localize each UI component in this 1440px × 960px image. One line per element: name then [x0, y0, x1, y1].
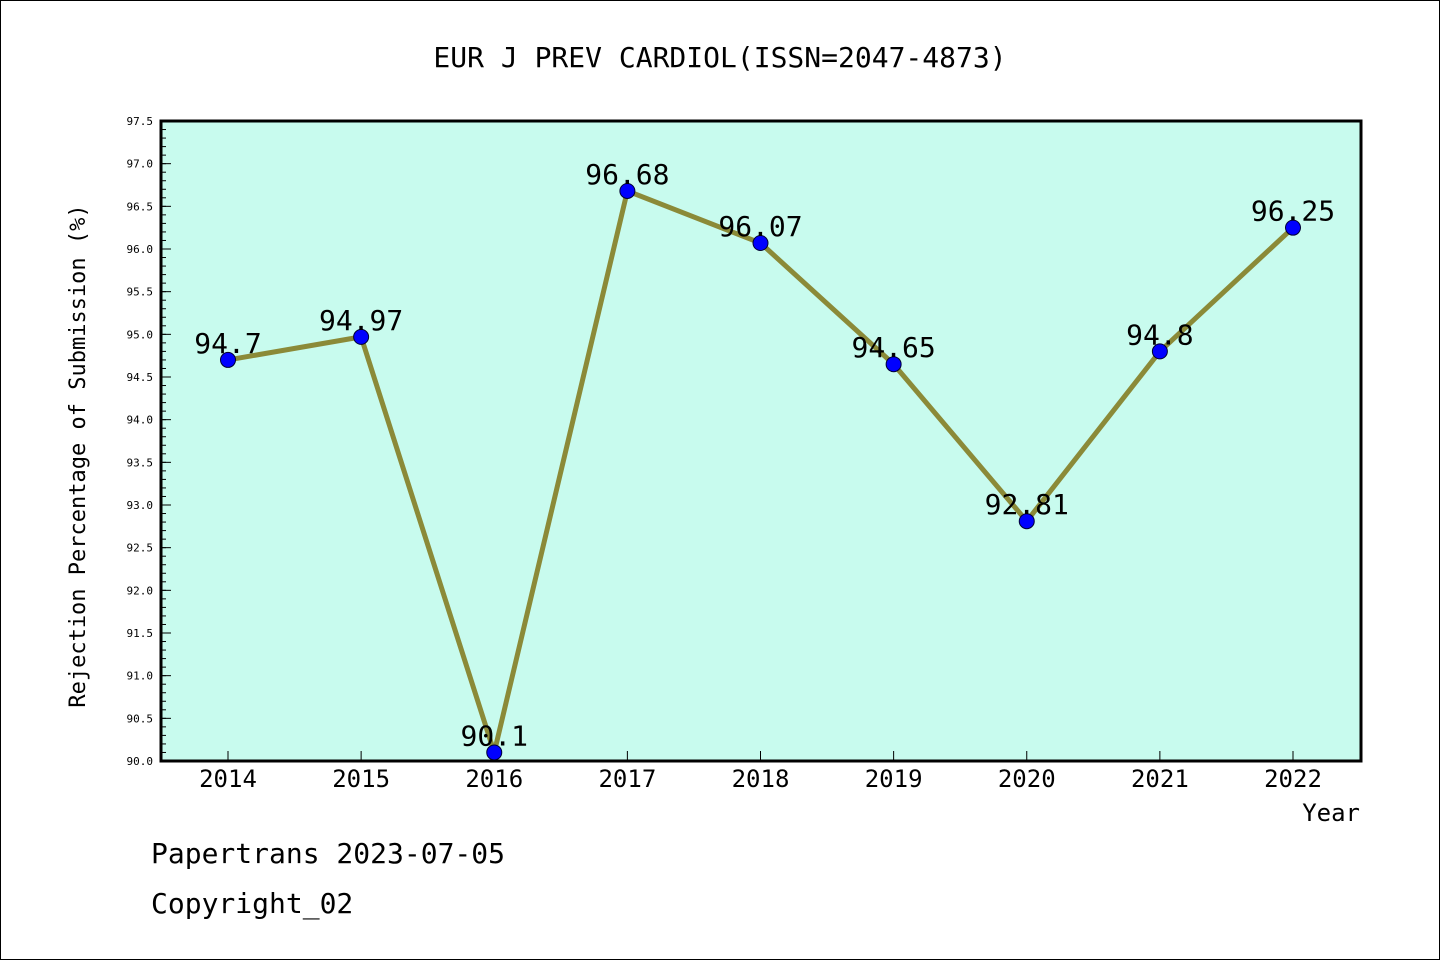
y-tick-label: 97.5 — [127, 115, 154, 128]
data-label: 92.81 — [985, 488, 1069, 521]
data-label: 94.7 — [194, 327, 261, 360]
plot-area — [161, 121, 1361, 761]
x-tick-label: 2014 — [199, 765, 257, 793]
footer-copyright-text: Copyright_02 — [151, 887, 354, 920]
x-tick-label: 2020 — [998, 765, 1056, 793]
x-tick-label: 2022 — [1264, 765, 1322, 793]
data-label: 96.07 — [718, 210, 802, 243]
data-label: 94.8 — [1126, 318, 1193, 351]
y-tick-label: 96.5 — [127, 200, 154, 213]
y-tick-label: 96.0 — [127, 243, 154, 256]
y-tick-label: 90.0 — [127, 755, 154, 768]
y-tick-label: 92.0 — [127, 584, 154, 597]
y-tick-label: 95.0 — [127, 328, 154, 341]
y-tick-label: 93.0 — [127, 499, 154, 512]
y-tick-label: 93.5 — [127, 456, 154, 469]
y-axis: 90.0 90.5 91.0 91.5 92.0 92.5 93.0 93.5 94.0 94.5… — [127, 115, 171, 768]
x-tick-label: 2015 — [332, 765, 390, 793]
data-point — [885, 356, 902, 373]
data-label: 96.25 — [1251, 195, 1335, 228]
data-point — [353, 328, 370, 345]
x-tick-label: 2017 — [598, 765, 656, 793]
data-label: 96.68 — [585, 158, 669, 191]
y-tick-label: 91.0 — [127, 670, 154, 683]
chart-title: EUR J PREV CARDIOL(ISSN=2047-4873) — [433, 41, 1006, 74]
y-tick-label: 90.5 — [127, 712, 154, 725]
y-tick-label: 95.5 — [127, 286, 154, 299]
footer-date-text: Papertrans 2023-07-05 — [151, 837, 506, 870]
x-axis: 2014 2015 2016 2017 2018 2019 2020 2021 2022 — [199, 751, 1322, 793]
x-tick-label: 2018 — [732, 765, 790, 793]
data-label: 94.65 — [851, 331, 935, 364]
y-tick-label: 94.0 — [127, 414, 154, 427]
data-point — [1151, 343, 1168, 360]
data-label: 90.1 — [461, 719, 528, 752]
plot-frame — [159, 119, 1363, 763]
data-point — [220, 351, 236, 368]
x-tick-label: 2019 — [865, 765, 923, 793]
y-tick-label: 91.5 — [127, 627, 154, 640]
data-label-layer: 94.7 94.97 90.1 96.68 96.07 94.65 92.81 94.8 96.… — [194, 158, 1335, 752]
data-label: 94.97 — [319, 304, 403, 337]
data-point — [752, 235, 769, 252]
data-point — [1285, 219, 1301, 236]
series-layer — [220, 182, 1301, 761]
y-axis-label: Rejection Percentage of Submission (%) — [66, 204, 91, 707]
y-tick-label: 97.0 — [127, 158, 154, 171]
x-axis-label: Year — [1302, 799, 1360, 827]
data-point — [619, 182, 636, 199]
x-tick-label: 2016 — [465, 765, 523, 793]
data-point — [1018, 513, 1035, 530]
y-tick-label: 92.5 — [127, 542, 154, 555]
x-tick-label: 2021 — [1131, 765, 1189, 793]
y-tick-label: 94.5 — [127, 371, 154, 384]
